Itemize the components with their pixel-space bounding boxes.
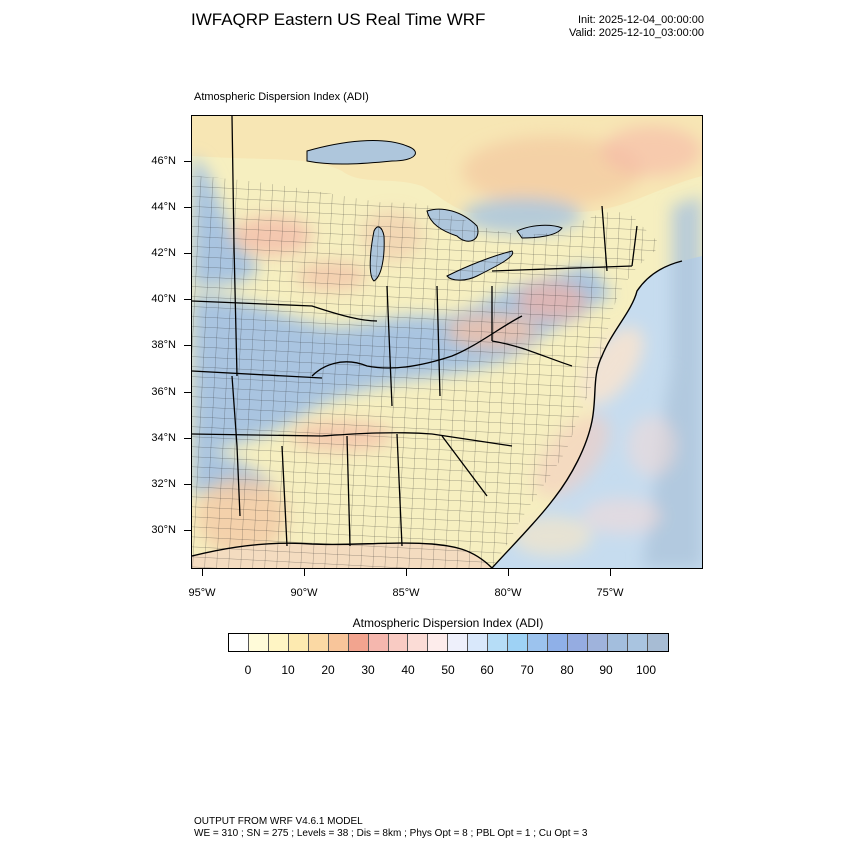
lat-tick: [184, 530, 191, 531]
map-title: Atmospheric Dispersion Index (ADI): [194, 91, 369, 103]
lat-label: 30°N: [151, 524, 176, 536]
coastlines: [192, 260, 683, 568]
colorbar-swatch: [428, 634, 449, 651]
colorbar-label: 100: [635, 663, 657, 677]
atlantic-ocean: [492, 256, 702, 568]
colorbar-swatch: [288, 634, 309, 651]
map-plot: [191, 115, 703, 569]
page-title: IWFAQRP Eastern US Real Time WRF: [191, 10, 486, 29]
state-boundaries: [192, 116, 638, 547]
lat-label: 34°N: [151, 432, 176, 444]
county-boundaries: [192, 176, 662, 568]
colorbar-swatch: [607, 634, 628, 651]
lon-label: 90°W: [290, 587, 318, 599]
colorbar-label: 60: [480, 663, 494, 677]
lat-label: 32°N: [151, 478, 176, 490]
colorbar-label: 0: [244, 663, 252, 677]
colorbar-label: 50: [441, 663, 455, 677]
lon-tick: [406, 569, 407, 576]
lat-tick: [184, 345, 191, 346]
colorbar-swatch: [587, 634, 608, 651]
lon-label: 80°W: [494, 587, 522, 599]
colorbar-swatch: [248, 634, 269, 651]
colorbar-swatch: [448, 634, 469, 651]
lat-tick: [184, 161, 191, 162]
colorbar-swatch: [408, 634, 429, 651]
lat-label: 42°N: [151, 247, 176, 259]
init-time: Init: 2025-12-04_00:00:00: [578, 14, 704, 26]
colorbar-title: Atmospheric Dispersion Index (ADI): [352, 616, 544, 630]
lat-label: 40°N: [151, 293, 176, 305]
lat-tick: [184, 392, 191, 393]
lon-label: 75°W: [596, 587, 624, 599]
footer-config: WE = 310 ; SN = 275 ; Levels = 38 ; Dis …: [194, 828, 588, 839]
lon-tick: [202, 569, 203, 576]
colorbar-swatch: [268, 634, 289, 651]
colorbar-label: 40: [401, 663, 415, 677]
lat-label: 36°N: [151, 386, 176, 398]
colorbar-swatch: [308, 634, 329, 651]
lat-label: 38°N: [151, 339, 176, 351]
colorbar-swatch: [328, 634, 349, 651]
colorbar-label: 20: [321, 663, 335, 677]
colorbar-swatch: [567, 634, 588, 651]
colorbar-swatch: [468, 634, 489, 651]
lat-tick: [184, 253, 191, 254]
colorbar-label: 30: [361, 663, 375, 677]
colorbar-label: 80: [560, 663, 574, 677]
lat-label: 44°N: [151, 201, 176, 213]
colorbar-swatch: [388, 634, 409, 651]
lon-tick: [304, 569, 305, 576]
colorbar-swatch: [627, 634, 648, 651]
colorbar-swatch: [508, 634, 529, 651]
lat-tick: [184, 207, 191, 208]
lat-tick: [184, 438, 191, 439]
footer-model: OUTPUT FROM WRF V4.6.1 MODEL: [194, 816, 363, 827]
lon-label: 85°W: [392, 587, 420, 599]
lat-tick: [184, 299, 191, 300]
lon-label: 95°W: [188, 587, 216, 599]
colorbar: [228, 633, 669, 652]
map-canvas: [192, 116, 702, 568]
colorbar-label: 70: [520, 663, 534, 677]
valid-time: Valid: 2025-12-10_03:00:00: [569, 27, 704, 39]
colorbar-swatch: [348, 634, 369, 651]
colorbar-label: 10: [281, 663, 295, 677]
lake-superior: [306, 140, 416, 165]
colorbar-swatch: [488, 634, 509, 651]
colorbar-swatch: [647, 634, 668, 651]
colorbar-swatch: [528, 634, 548, 651]
lon-tick: [508, 569, 509, 576]
colorbar-swatch: [548, 634, 568, 651]
lat-label: 46°N: [151, 155, 176, 167]
colorbar-swatch: [229, 634, 249, 651]
lat-tick: [184, 484, 191, 485]
colorbar-swatch: [368, 634, 389, 651]
colorbar-label: 90: [599, 663, 613, 677]
lon-tick: [610, 569, 611, 576]
